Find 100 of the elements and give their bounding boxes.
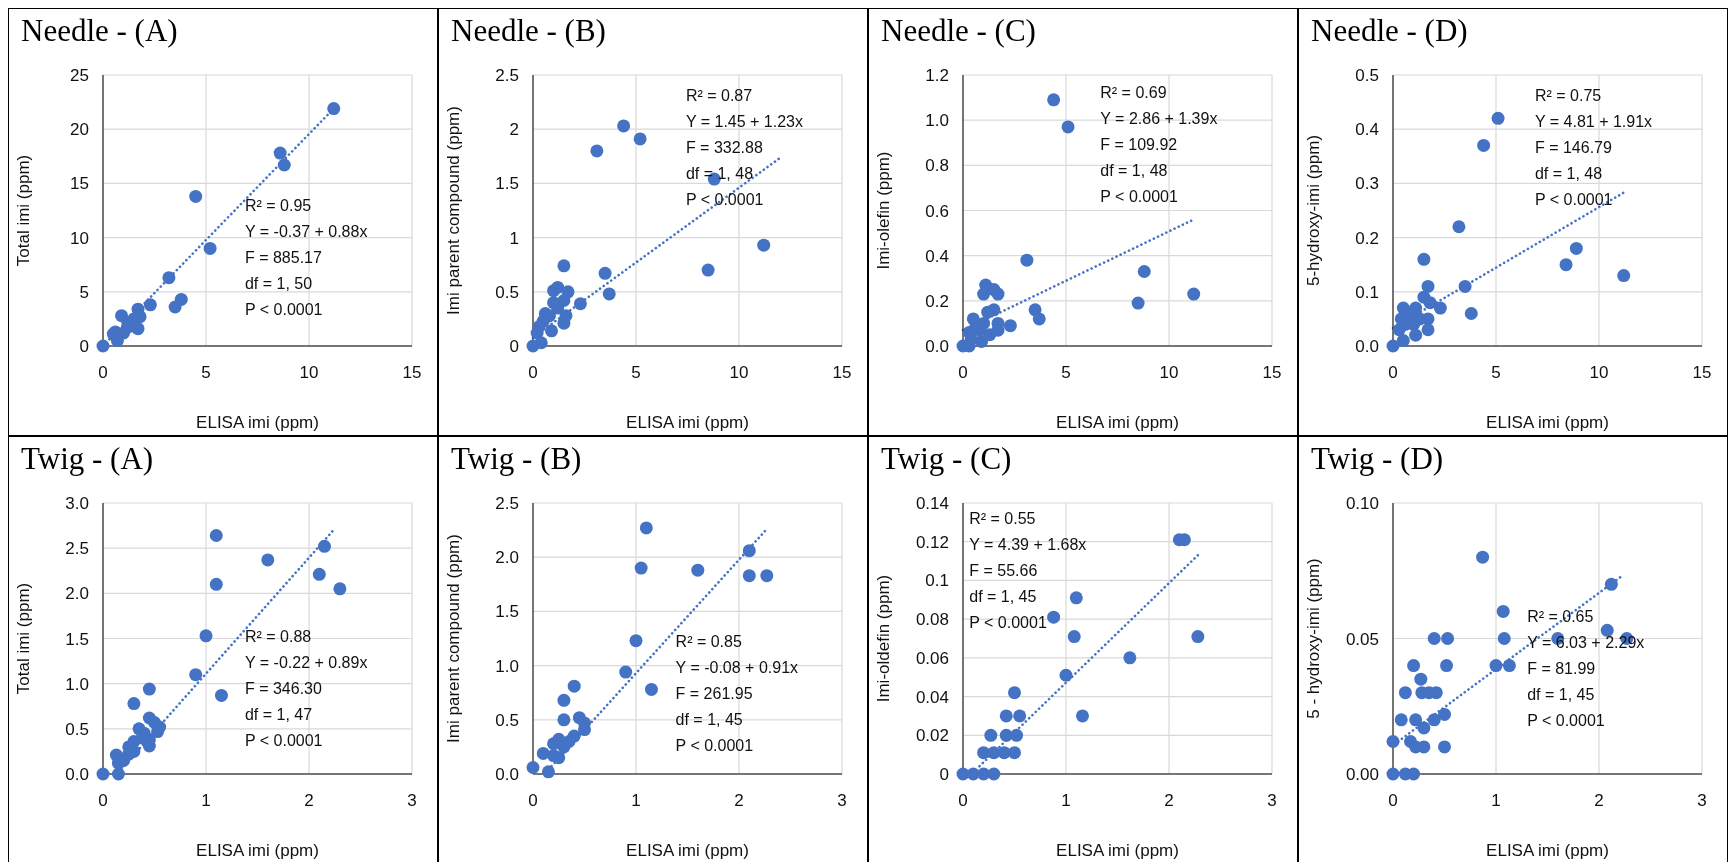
point — [1617, 269, 1631, 283]
point — [1020, 253, 1034, 267]
point — [1398, 686, 1412, 700]
y-tick-label: 0.1 — [925, 571, 949, 591]
y-axis-title: Total imi (ppm) — [14, 582, 34, 695]
annotation: Y = -0.08 + 0.91x — [675, 658, 799, 679]
x-tick-label: 1 — [1061, 791, 1071, 811]
point — [1417, 721, 1431, 735]
annotation: F = 109.92 — [1100, 135, 1179, 156]
point — [557, 713, 571, 727]
y-tick-label: 0 — [939, 765, 949, 785]
y-tick-label: 1.5 — [495, 602, 519, 622]
point — [111, 767, 125, 781]
point — [757, 238, 771, 252]
point — [1433, 301, 1447, 315]
point — [203, 241, 217, 255]
x-tick-label: 15 — [1692, 363, 1712, 383]
point — [987, 767, 1001, 781]
x-tick-label: 10 — [1589, 363, 1609, 383]
annotation: R² = 0.95 — [244, 195, 313, 216]
x-tick-label: 0 — [528, 791, 538, 811]
y-tick-label: 0.02 — [915, 726, 949, 746]
x-axis-title: ELISA imi (ppm) — [196, 841, 319, 860]
x-tick-label: 15 — [402, 363, 422, 383]
point — [162, 271, 176, 285]
point — [1010, 728, 1024, 742]
x-tick-label: 3 — [1267, 791, 1277, 811]
chart-title: Needle - (B) — [451, 13, 606, 49]
annotation: Y = 1.45 + 1.23x — [685, 112, 804, 133]
x-tick-label: 10 — [299, 363, 319, 383]
y-tick-label: 1.5 — [495, 174, 519, 194]
point — [1047, 610, 1061, 624]
x-tick-label: 15 — [1262, 363, 1282, 383]
x-tick-label: 1 — [1491, 791, 1501, 811]
point — [1032, 312, 1046, 326]
y-tick-label: 0.06 — [915, 648, 949, 668]
point — [1427, 632, 1441, 645]
y-tick-label: 2.0 — [495, 548, 519, 568]
y-tick-label: 2 — [509, 120, 519, 140]
point — [619, 665, 633, 679]
annotation: df = 1, 48 — [1534, 164, 1604, 185]
point — [1600, 623, 1614, 637]
point — [590, 144, 604, 158]
x-tick-label: 3 — [837, 791, 847, 811]
y-tick-label: 0.0 — [1355, 337, 1379, 357]
point — [567, 679, 581, 693]
point — [639, 521, 653, 535]
point — [1407, 767, 1421, 781]
point — [1386, 339, 1400, 353]
point — [1477, 138, 1491, 152]
point — [617, 119, 631, 133]
point — [1394, 713, 1408, 727]
y-tick-label: 0.00 — [1345, 765, 1379, 785]
x-axis-title: ELISA imi (ppm) — [196, 413, 319, 432]
point — [168, 300, 182, 314]
y-tick-label: 1 — [509, 228, 519, 248]
annotation: Y = 4.39 + 1.68x — [969, 534, 1087, 555]
point — [573, 297, 587, 311]
annotation: R² = 0.65 — [1527, 607, 1595, 628]
point — [189, 668, 203, 682]
y-tick-label: 10 — [70, 228, 89, 248]
chart-title: Twig - (B) — [451, 441, 582, 477]
x-tick-label: 5 — [1061, 363, 1071, 383]
point — [633, 132, 647, 146]
point — [1003, 319, 1017, 333]
point — [742, 569, 756, 583]
x-tick-label: 1 — [631, 791, 641, 811]
annotation: F = 885.17 — [244, 247, 323, 268]
annotation: df = 1, 48 — [1100, 161, 1169, 182]
annotation: F = 146.79 — [1534, 138, 1613, 159]
y-tick-label: 15 — [70, 174, 89, 194]
annotation: R² = 0.69 — [1100, 83, 1168, 104]
y-axis-title: Imi parent compound (ppm) — [444, 534, 464, 743]
y-tick-label: 0.10 — [1345, 494, 1379, 514]
point — [1396, 334, 1410, 348]
point — [977, 287, 991, 301]
point — [557, 693, 571, 707]
annotation: P < 0.0001 — [675, 736, 755, 757]
y-axis-title: Imi parent compound (ppm) — [444, 106, 464, 315]
annotation: P < 0.0001 — [244, 299, 324, 320]
annotation: P < 0.0001 — [244, 730, 324, 751]
annotation: Y = -0.37 + 0.88x — [244, 221, 368, 242]
point — [557, 316, 571, 330]
point — [1491, 111, 1505, 125]
point — [1489, 659, 1503, 673]
point — [1067, 630, 1081, 644]
point — [1421, 323, 1435, 337]
point — [629, 634, 643, 648]
annotation: df = 1, 48 — [685, 164, 755, 185]
y-axis-title: Imi-olefin (ppm) — [874, 151, 894, 270]
y-tick-label: 0.05 — [1345, 629, 1379, 649]
chart-title: Needle - (D) — [1311, 13, 1468, 49]
annotation: df = 1, 45 — [675, 710, 744, 731]
point — [1441, 632, 1455, 645]
x-tick-label: 5 — [1491, 363, 1501, 383]
point — [1458, 279, 1472, 293]
point — [1059, 668, 1073, 682]
point — [1409, 713, 1423, 727]
point — [199, 629, 213, 643]
point — [598, 266, 612, 280]
